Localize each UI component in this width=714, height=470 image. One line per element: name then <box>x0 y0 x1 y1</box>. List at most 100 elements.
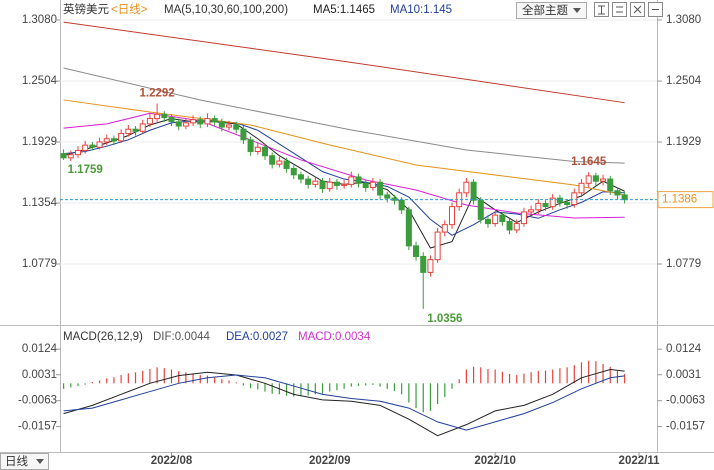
period-label[interactable]: <日线> <box>111 2 148 16</box>
candle-body <box>348 176 355 185</box>
candle-body <box>398 199 405 211</box>
y-tick-label: 1.2504 <box>22 75 58 87</box>
candle-body <box>333 181 340 186</box>
candle-body <box>74 149 81 156</box>
dropdown-box[interactable] <box>516 2 587 19</box>
candle-body <box>592 175 599 182</box>
candle-body <box>614 190 621 196</box>
y-tick-label: 1.1354 <box>22 197 58 209</box>
x-tick-label: 2022/11 <box>619 455 661 467</box>
y-tick-label: -0.0063 <box>18 395 57 407</box>
candle-body <box>312 180 319 185</box>
x-tick-label: 2022/10 <box>474 455 516 467</box>
period-selector[interactable]: 日线 <box>0 453 49 470</box>
icon-button[interactable] <box>612 2 627 17</box>
candle-body <box>528 209 535 213</box>
candle-body <box>427 259 434 273</box>
selector-label[interactable]: 日线 <box>5 454 28 468</box>
dropdown-arrow <box>573 8 581 13</box>
candle-body <box>60 153 67 159</box>
y-tick-label-right: 0.0124 <box>666 343 702 355</box>
candle-body <box>585 175 592 184</box>
high-label: 1.2292 <box>140 88 175 100</box>
y-tick-label-right: -0.0063 <box>666 395 705 407</box>
candle-body <box>226 124 233 128</box>
candle-body <box>341 183 348 186</box>
candle-body <box>139 123 146 132</box>
legend-item: MACD:0.0034 <box>298 331 371 343</box>
candle-body <box>110 138 117 142</box>
candle-body <box>240 128 247 141</box>
selector-arrow <box>36 459 44 464</box>
y-tick-label-right: 0.0031 <box>666 369 701 381</box>
candle-body <box>218 121 225 128</box>
candle-body <box>492 214 499 225</box>
candle-body <box>82 144 89 151</box>
candle-body <box>132 128 139 132</box>
candle-body <box>233 124 240 130</box>
candle-body <box>607 178 614 192</box>
candle-body <box>556 197 563 203</box>
toolbar-icons <box>594 2 663 17</box>
candle-body <box>413 245 420 257</box>
candle-body <box>542 202 549 208</box>
y-tick-label: 1.1929 <box>22 136 57 148</box>
candle-body <box>125 128 132 134</box>
theme-dropdown[interactable]: 全部主题 <box>516 2 587 19</box>
candle-body <box>161 113 168 119</box>
candle-body <box>499 214 506 222</box>
candle-body <box>600 178 607 182</box>
candle-body <box>96 141 103 148</box>
dropdown-label[interactable]: 全部主题 <box>522 3 568 17</box>
y-tick-label: 1.0779 <box>22 258 57 270</box>
candle-body <box>168 117 175 123</box>
candle-body <box>520 211 527 225</box>
low-label: 1.0356 <box>427 313 462 325</box>
icon-glyph <box>633 5 642 14</box>
legend-item: MA10:1.145 <box>390 4 452 16</box>
candle-body <box>103 138 110 143</box>
candle-body <box>405 209 412 247</box>
last-price-label: 1.1386 <box>662 194 697 206</box>
candle-body <box>441 224 448 233</box>
candle-body <box>290 167 297 176</box>
y-tick-label-right: 1.0779 <box>666 258 701 270</box>
candle-body <box>305 178 312 185</box>
candle-body <box>211 118 218 123</box>
candle-body <box>369 181 376 189</box>
x-tick-label: 2022/08 <box>151 455 193 467</box>
x-tick-label: 2022/09 <box>309 455 351 467</box>
y-tick-label: 0.0031 <box>22 369 57 381</box>
candle-body <box>377 181 384 196</box>
high-label: 1.1645 <box>571 156 607 168</box>
candle-body <box>477 199 484 220</box>
line <box>63 120 625 236</box>
candle-body <box>261 146 269 157</box>
y-tick-label-right: -0.0157 <box>666 421 705 433</box>
y-tick-label: 0.0124 <box>22 343 58 355</box>
candle-body <box>175 121 182 127</box>
candle-body <box>269 155 276 165</box>
y-tick-label: -0.0157 <box>18 421 57 433</box>
y-tick-label-right: 1.1929 <box>666 136 701 148</box>
line <box>63 374 625 431</box>
candle-body <box>67 154 74 159</box>
candle-body <box>297 174 304 180</box>
legend-item: DIF:0.0044 <box>153 331 210 343</box>
candle-body <box>276 160 283 165</box>
candle-body <box>319 180 326 190</box>
chart-title: 英镑美元 <box>63 2 109 16</box>
candle-body <box>355 176 362 184</box>
candle-body <box>448 206 456 226</box>
y-tick-label: 1.3080 <box>22 14 57 26</box>
candle-body <box>506 220 513 231</box>
low-label: 1.1759 <box>68 164 103 176</box>
y-tick-label-right: 1.2504 <box>666 75 702 87</box>
macd-title: MACD(26,12,9) <box>63 331 143 343</box>
candle-body <box>89 144 96 148</box>
candle-body <box>384 194 391 199</box>
candle-body <box>571 192 578 206</box>
candle-body <box>197 119 204 125</box>
candle-body <box>362 182 369 189</box>
